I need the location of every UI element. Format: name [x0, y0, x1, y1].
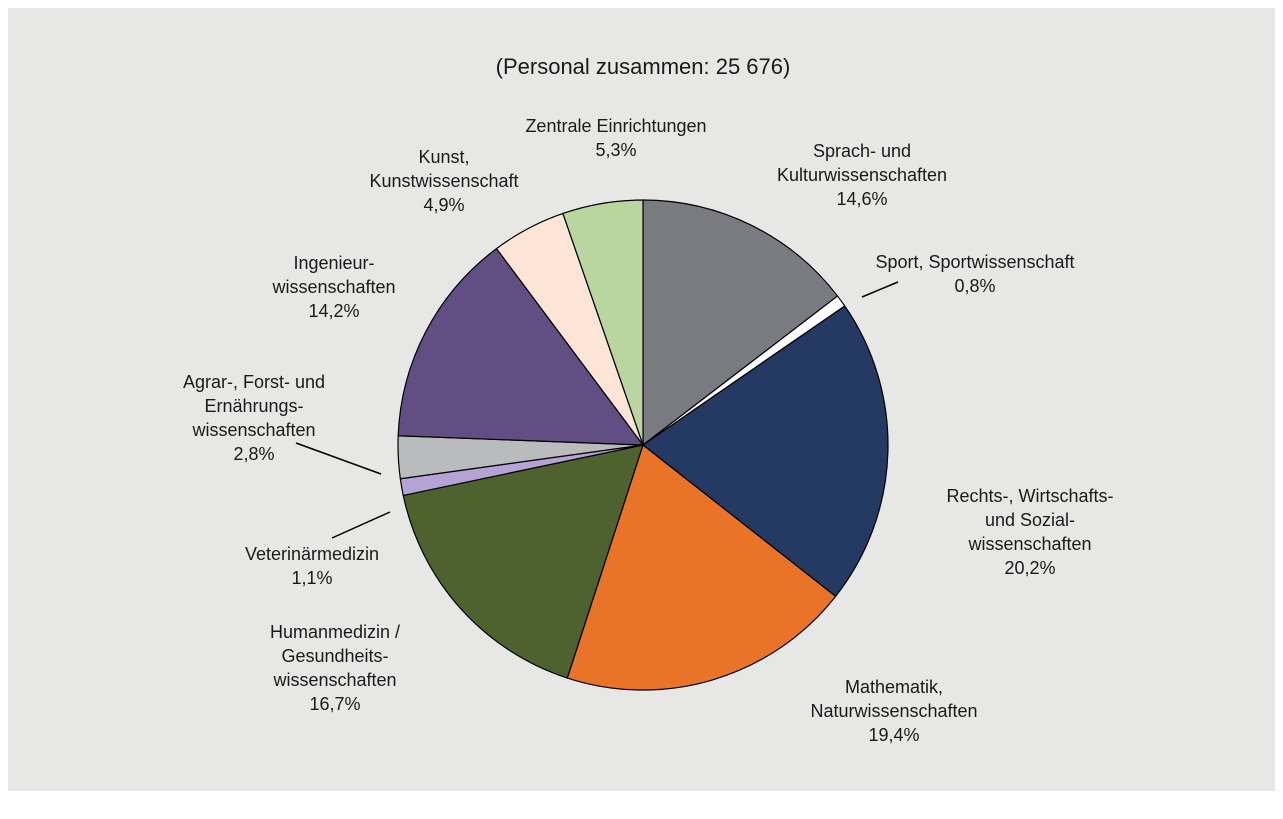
slice-label: und Sozial-: [985, 510, 1075, 530]
slice-label: Mathematik,: [845, 677, 943, 697]
pie-slice: [566, 444, 837, 691]
slice-label: Humanmedizin /: [270, 622, 400, 642]
slice-label: Naturwissenschaften: [810, 701, 977, 721]
value-label: 0,8%: [954, 276, 995, 296]
pie-slice: [562, 199, 644, 446]
pie-slice: [397, 248, 644, 446]
value-label: 2,8%: [233, 444, 274, 464]
slice-label: Sprach- und: [813, 141, 911, 161]
slice-label: wissenschaften: [272, 670, 396, 690]
slice-label: Kunstwissenschaft: [369, 171, 518, 191]
slice-label: Sport, Sportwissenschaft: [875, 252, 1074, 272]
pie-slice: [642, 199, 839, 446]
value-label: 1,1%: [291, 568, 332, 588]
slice-label: Rechts-, Wirtschafts-: [946, 486, 1113, 506]
slice-label: Agrar-, Forst- und: [183, 372, 325, 392]
leader-line: [295, 442, 382, 475]
value-label: 5,3%: [595, 140, 636, 160]
slice-label: wissenschaften: [271, 277, 395, 297]
slice-label: Zentrale Einrichtungen: [525, 116, 706, 136]
chart-title: (Personal zusammen: 25 676): [496, 54, 791, 79]
slice-label: wissenschaften: [967, 534, 1091, 554]
leader-line: [331, 511, 391, 539]
value-label: 14,6%: [836, 189, 887, 209]
value-label: 19,4%: [868, 725, 919, 745]
pie-slice: [642, 305, 889, 597]
slice-label: wissenschaften: [191, 420, 315, 440]
pie-slice: [402, 444, 644, 679]
leader-line: [861, 281, 899, 298]
value-label: 20,2%: [1004, 558, 1055, 578]
slice-label: Ernährungs-: [204, 396, 303, 416]
slice-label: Kulturwissenschaften: [777, 165, 947, 185]
value-label: 14,2%: [308, 301, 359, 321]
slice-label: Veterinärmedizin: [245, 544, 379, 564]
value-label: 4,9%: [423, 195, 464, 215]
slice-label: Ingenieur-: [293, 253, 374, 273]
slice-label: Kunst,: [418, 147, 469, 167]
slice-label: Gesundheits-: [281, 646, 388, 666]
value-label: 16,7%: [309, 694, 360, 714]
